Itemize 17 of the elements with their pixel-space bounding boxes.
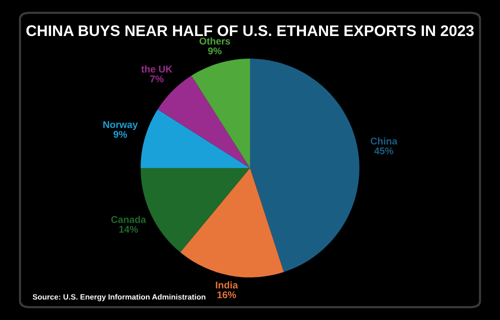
data-label: 7% bbox=[150, 75, 164, 82]
data-label: 16% bbox=[217, 291, 236, 298]
pie-slice bbox=[140, 109, 250, 168]
slice-label: India bbox=[216, 281, 238, 288]
slice-label: Others bbox=[200, 37, 230, 45]
pie-slice bbox=[191, 58, 250, 168]
data-label: 9% bbox=[114, 130, 128, 138]
pie-slice bbox=[180, 168, 284, 278]
slice-label: Norway bbox=[103, 121, 138, 130]
pie-slice bbox=[250, 58, 360, 272]
data-label: 9% bbox=[208, 47, 222, 54]
data-label: 45% bbox=[374, 147, 394, 154]
slice-label: China bbox=[370, 137, 398, 145]
slice-label: Canada bbox=[111, 216, 146, 223]
chart-title: CHINA BUYS NEAR HALF OF U.S. ETHANE EXPORTS IN 2023 bbox=[26, 25, 474, 36]
data-label: 14% bbox=[119, 226, 138, 233]
slice-label: the UK bbox=[141, 65, 172, 73]
